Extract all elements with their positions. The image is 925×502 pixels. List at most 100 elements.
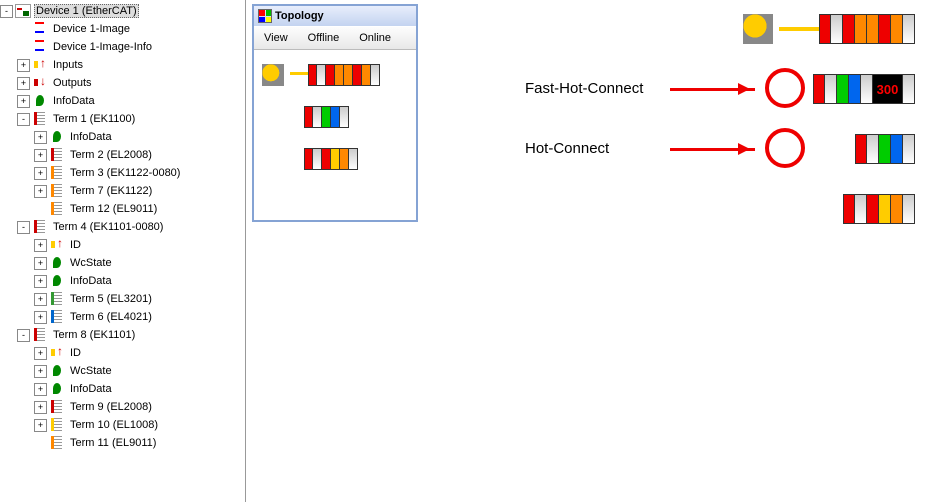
term-g-icon bbox=[49, 292, 65, 306]
tree-item[interactable]: -Term 1 (EK1100) bbox=[0, 110, 245, 128]
arrow-icon bbox=[670, 88, 755, 91]
tree-item[interactable]: +Term 3 (EK1122-0080) bbox=[0, 164, 245, 182]
tree-item[interactable]: +WcState bbox=[0, 362, 245, 380]
img-icon bbox=[32, 22, 48, 36]
expand-toggle bbox=[17, 23, 30, 36]
expand-toggle[interactable]: + bbox=[34, 419, 47, 432]
topology-titlebar[interactable]: Topology bbox=[254, 6, 416, 26]
menu-view[interactable]: View bbox=[254, 32, 298, 44]
expand-toggle[interactable]: + bbox=[34, 275, 47, 288]
tree-item[interactable]: - Term 4 (EK1101-0080) bbox=[0, 218, 245, 236]
expand-toggle[interactable]: + bbox=[34, 167, 47, 180]
terminal-slice bbox=[879, 134, 891, 164]
terminal-slice bbox=[855, 194, 867, 224]
terminal-slice bbox=[879, 14, 891, 44]
tree-item[interactable]: + Term 2 (EL2008) bbox=[0, 146, 245, 164]
info-icon bbox=[49, 274, 65, 288]
terminal-slice bbox=[879, 194, 891, 224]
topology-group bbox=[304, 106, 408, 128]
terminal-slice bbox=[837, 74, 849, 104]
tree-item[interactable]: + Term 7 (EK1122) bbox=[0, 182, 245, 200]
tree-item-label: InfoData bbox=[68, 383, 114, 395]
terminal-slice bbox=[843, 14, 855, 44]
tree-item[interactable]: +InfoData bbox=[0, 272, 245, 290]
expand-toggle bbox=[34, 203, 47, 216]
expand-toggle bbox=[17, 41, 30, 54]
info-icon bbox=[49, 364, 65, 378]
tree-item[interactable]: +Term 5 (EL3201) bbox=[0, 290, 245, 308]
expand-toggle[interactable]: - bbox=[17, 221, 30, 234]
expand-toggle[interactable]: + bbox=[34, 383, 47, 396]
expand-toggle[interactable]: + bbox=[17, 59, 30, 72]
expand-toggle[interactable]: + bbox=[34, 401, 47, 414]
tree-item[interactable]: Device 1-Image-Info bbox=[0, 38, 245, 56]
tree-item[interactable]: +WcState bbox=[0, 254, 245, 272]
terminal-slice bbox=[349, 148, 358, 170]
tree-item[interactable]: +Term 10 (EL1008) bbox=[0, 416, 245, 434]
annotation-label: Fast-Hot-Connect bbox=[525, 80, 643, 97]
expand-toggle[interactable]: + bbox=[34, 185, 47, 198]
expand-toggle[interactable]: + bbox=[34, 149, 47, 162]
diagram-row bbox=[525, 194, 915, 254]
topology-menu[interactable]: View Offline Online bbox=[254, 26, 416, 50]
tree-item[interactable]: -Term 8 (EK1101) bbox=[0, 326, 245, 344]
tree-item[interactable]: +Inputs bbox=[0, 56, 245, 74]
terminal-slice bbox=[867, 194, 879, 224]
expand-toggle[interactable]: + bbox=[34, 365, 47, 378]
menu-online[interactable]: Online bbox=[349, 32, 401, 44]
menu-offline[interactable]: Offline bbox=[298, 32, 350, 44]
id-display: 300 bbox=[873, 74, 903, 104]
tree-root-label[interactable]: Device 1 (EtherCAT) bbox=[34, 4, 139, 18]
expand-toggle[interactable]: + bbox=[34, 293, 47, 306]
tree-item[interactable]: Device 1-Image bbox=[0, 20, 245, 38]
tree-item[interactable]: +Term 9 (EL2008) bbox=[0, 398, 245, 416]
tree-item[interactable]: Term 11 (EL9011) bbox=[0, 434, 245, 452]
highlight-circle bbox=[765, 68, 805, 108]
diagram-row: Fast-Hot-Connect 300 bbox=[525, 74, 915, 134]
tree-item-label: Term 4 (EK1101-0080) bbox=[51, 221, 165, 233]
tree-item[interactable]: +InfoData bbox=[0, 92, 245, 110]
expand-toggle[interactable]: + bbox=[17, 77, 30, 90]
img-icon bbox=[32, 40, 48, 54]
expand-toggle bbox=[34, 437, 47, 450]
tree-item[interactable]: +Outputs bbox=[0, 74, 245, 92]
expand-toggle[interactable]: + bbox=[34, 257, 47, 270]
expand-toggle[interactable]: + bbox=[17, 95, 30, 108]
terminal-slice bbox=[831, 14, 843, 44]
tree-item[interactable]: +ID bbox=[0, 344, 245, 362]
term-icon bbox=[32, 328, 48, 342]
terminal-slice bbox=[340, 106, 349, 128]
terminal-slice bbox=[326, 64, 335, 86]
terminal-slice bbox=[891, 134, 903, 164]
tree-item[interactable]: +InfoData bbox=[0, 128, 245, 146]
diagram-row bbox=[525, 14, 915, 74]
expand-toggle[interactable]: - bbox=[0, 5, 13, 18]
terminal-group bbox=[743, 14, 915, 44]
tree-item-label: Term 2 (EL2008) bbox=[68, 149, 154, 161]
tree-root[interactable]: - Device 1 (EtherCAT) bbox=[0, 2, 245, 20]
tree-item[interactable]: Term 12 (EL9011) bbox=[0, 200, 245, 218]
tree-item[interactable]: +Term 6 (EL4021) bbox=[0, 308, 245, 326]
term-icon bbox=[32, 220, 48, 234]
expand-toggle[interactable]: + bbox=[34, 239, 47, 252]
terminal-slice bbox=[891, 194, 903, 224]
tree-item-label: ID bbox=[68, 239, 83, 251]
expand-toggle[interactable]: + bbox=[34, 347, 47, 360]
tree-item[interactable]: + InfoData bbox=[0, 380, 245, 398]
tree-item-label: Term 7 (EK1122) bbox=[68, 185, 154, 197]
terminal-slice bbox=[813, 74, 825, 104]
expand-toggle[interactable]: + bbox=[34, 131, 47, 144]
device-tree[interactable]: - Device 1 (EtherCAT) Device 1-ImageDevi… bbox=[0, 0, 246, 502]
terminal-slice bbox=[353, 64, 362, 86]
terminal-slice bbox=[304, 148, 313, 170]
expand-toggle[interactable]: + bbox=[34, 311, 47, 324]
terminal-slice bbox=[849, 74, 861, 104]
terminal-slice bbox=[843, 194, 855, 224]
term-b-icon bbox=[49, 310, 65, 324]
info-icon bbox=[49, 130, 65, 144]
expand-toggle[interactable]: - bbox=[17, 113, 30, 126]
topology-window: Topology View Offline Online bbox=[252, 4, 418, 222]
topology-window-icon bbox=[258, 9, 272, 23]
expand-toggle[interactable]: - bbox=[17, 329, 30, 342]
tree-item[interactable]: + ID bbox=[0, 236, 245, 254]
